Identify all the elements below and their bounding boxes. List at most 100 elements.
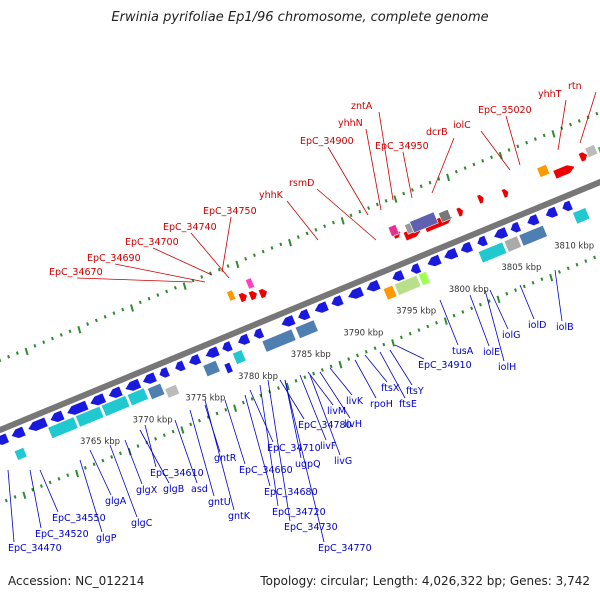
scale-label: 3765 kbp <box>80 437 120 447</box>
top-gene-label: yhhN <box>338 118 363 129</box>
forward-gene <box>577 151 588 163</box>
top-label-leader <box>579 91 597 144</box>
top-tick <box>42 340 46 345</box>
top-tick <box>454 169 458 174</box>
bottom-label-leader <box>394 344 425 360</box>
top-tick <box>472 162 476 167</box>
scale-label: 3775 kbp <box>185 394 225 404</box>
top-label-leader <box>286 200 319 241</box>
bottom-label-leader <box>379 351 406 399</box>
bottom-tick <box>180 426 185 434</box>
reverse-gene <box>313 300 330 314</box>
bottom-tick <box>92 462 96 467</box>
top-tick <box>226 264 230 268</box>
forward-gene <box>257 288 268 299</box>
map-title: Erwinia pyrifoliae Ep1/96 chromosome, co… <box>111 10 489 25</box>
top-tick <box>33 344 37 348</box>
reverse-gene <box>107 385 124 399</box>
bottom-label-leader <box>109 444 138 518</box>
bottom-label-leader <box>189 409 215 497</box>
accession-text: Accession: NC_012214 <box>8 574 145 588</box>
bottom-gene-label: gntK <box>228 511 251 522</box>
bottom-tick <box>224 408 228 412</box>
bottom-tick <box>593 255 597 260</box>
bottom-gene-label: livM <box>327 406 346 417</box>
bottom-label-leader <box>519 284 535 320</box>
bottom-tick <box>110 455 114 459</box>
bottom-gene-label: EpC_34720 <box>272 507 326 518</box>
bottom-tick <box>162 433 166 438</box>
top-tick <box>270 246 274 250</box>
bottom-tick <box>426 324 430 329</box>
bottom-tick <box>57 476 61 481</box>
top-tick <box>595 111 599 116</box>
bottom-gene-label: iolD <box>528 320 546 331</box>
top-tick <box>419 184 423 189</box>
reverse-gene <box>493 226 509 240</box>
bottom-label-leader <box>284 379 302 459</box>
tick-rows <box>0 111 599 503</box>
bottom-label-leader <box>389 349 413 386</box>
bottom-gene-label: ftsE <box>399 399 417 410</box>
bottom-tick <box>373 346 377 350</box>
top-label-leader <box>365 128 382 211</box>
backbone-line <box>0 178 600 434</box>
bottom-tick <box>329 364 333 369</box>
bottom-gene-label: gntU <box>208 497 231 508</box>
bottom-label-leader <box>329 367 353 396</box>
top-label-leader <box>402 151 413 199</box>
bottom-gene-label: gntR <box>214 453 237 464</box>
bottom-gene-label: EpC_34710 <box>267 443 321 454</box>
bottom-tick <box>443 317 448 325</box>
top-tick <box>165 289 169 294</box>
top-tick <box>252 253 256 257</box>
small-gene <box>164 384 181 399</box>
scale-label: 3785 kbp <box>291 350 331 360</box>
reverse-gene <box>0 432 10 446</box>
top-tick <box>411 188 414 192</box>
top-tick <box>200 275 204 279</box>
bottom-tick <box>75 469 79 478</box>
bottom-gene-label: EpC_34910 <box>418 360 472 371</box>
bottom-gene-label: EpC_34610 <box>150 468 204 479</box>
operon-block <box>503 235 522 253</box>
reverse-gene <box>188 353 203 366</box>
top-tick <box>331 220 335 225</box>
operon-block <box>477 241 508 264</box>
reverse-gene <box>174 359 187 372</box>
bottom-tick <box>557 270 561 274</box>
bottom-label-leader <box>364 354 388 383</box>
top-tick <box>384 198 388 203</box>
bottom-gene-label: glgP <box>96 533 117 544</box>
top-tick <box>314 227 318 232</box>
top-tick <box>130 304 134 312</box>
top-tick <box>349 213 353 218</box>
bottom-gene-label: glgX <box>136 485 158 496</box>
bottom-tick <box>118 451 122 456</box>
bottom-tick <box>514 288 517 292</box>
reverse-gene <box>253 327 265 340</box>
reverse-gene <box>459 241 474 254</box>
top-tick <box>235 260 240 269</box>
bottom-tick <box>250 397 254 401</box>
top-gene-box <box>536 164 551 178</box>
top-tick <box>551 130 556 138</box>
scale-label: 3800 kbp <box>449 285 489 295</box>
bottom-tick <box>189 422 193 427</box>
reverse-gene <box>10 425 27 439</box>
bottom-gene-label: asd <box>191 484 208 495</box>
bottom-tick <box>13 495 17 499</box>
gene-labels: 3765 kbp 3770 kbp 3775 kbp 3780 kbp 3785 kbp… <box>8 81 594 554</box>
bottom-tick <box>435 320 438 325</box>
bottom-tick <box>549 273 554 282</box>
top-label-leader <box>76 277 193 283</box>
bottom-tick <box>277 386 280 390</box>
operon-block <box>232 349 247 365</box>
reverse-gene <box>391 269 406 282</box>
top-gene-label: EpC_34670 <box>49 267 103 278</box>
bottom-tick <box>391 339 396 347</box>
bottom-gene-label: glgA <box>105 496 127 507</box>
forward-gene <box>247 290 258 301</box>
bottom-label-leader <box>204 399 235 511</box>
top-tick <box>59 333 63 337</box>
